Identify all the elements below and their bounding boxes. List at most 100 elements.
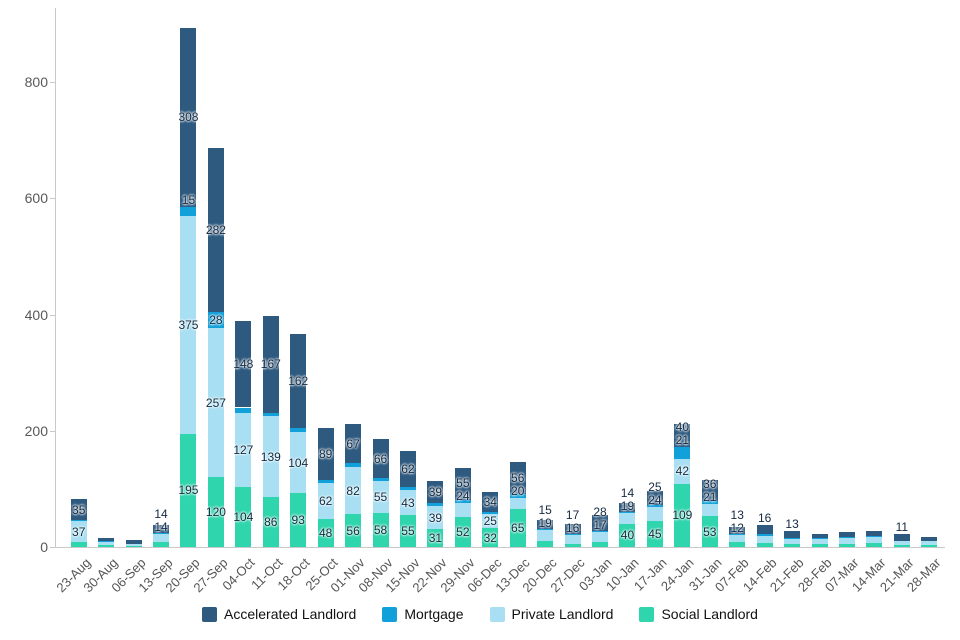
bar-segment[interactable]	[537, 541, 554, 547]
bar-segment[interactable]	[454, 516, 471, 547]
bar-segment[interactable]	[729, 535, 746, 543]
bar-segment[interactable]	[427, 528, 444, 547]
bar-segment[interactable]	[70, 519, 87, 521]
bar-segment[interactable]	[564, 524, 581, 535]
bar-segment[interactable]	[893, 540, 910, 542]
bar-segment[interactable]	[674, 423, 691, 448]
bar-segment[interactable]	[564, 534, 581, 545]
bar-segment[interactable]	[427, 506, 444, 529]
bar-segment[interactable]	[290, 432, 307, 493]
bar-segment[interactable]	[921, 541, 938, 545]
bar-segment[interactable]	[345, 463, 362, 467]
bar-segment[interactable]	[153, 533, 170, 535]
bar-segment[interactable]	[262, 416, 279, 497]
bar-segment[interactable]	[619, 512, 636, 524]
bar-segment[interactable]	[125, 540, 142, 544]
bar-segment[interactable]	[262, 315, 279, 413]
bar-segment[interactable]	[509, 497, 526, 510]
bar-segment[interactable]	[646, 520, 663, 547]
bar-segment[interactable]	[180, 433, 197, 547]
bar-segment[interactable]	[98, 540, 115, 542]
bar-segment[interactable]	[125, 545, 142, 547]
bar-segment[interactable]	[317, 479, 334, 484]
bar-segment[interactable]	[811, 539, 828, 545]
bar-segment[interactable]	[317, 483, 334, 520]
bar-segment[interactable]	[427, 503, 444, 507]
bar-segment[interactable]	[564, 533, 581, 535]
bar-segment[interactable]	[509, 494, 526, 498]
bar-segment[interactable]	[866, 542, 883, 547]
bar-segment[interactable]	[262, 412, 279, 417]
bar-segment[interactable]	[482, 492, 499, 513]
bar-segment[interactable]	[290, 428, 307, 433]
bar-segment[interactable]	[893, 544, 910, 547]
bar-segment[interactable]	[893, 534, 910, 541]
bar-segment[interactable]	[399, 515, 416, 547]
bar-segment[interactable]	[921, 536, 938, 541]
bar-segment[interactable]	[70, 520, 87, 543]
bar-segment[interactable]	[235, 486, 252, 547]
bar-segment[interactable]	[207, 311, 224, 328]
bar-segment[interactable]	[399, 490, 416, 516]
bar-segment[interactable]	[619, 503, 636, 512]
bar-segment[interactable]	[674, 459, 691, 484]
bar-segment[interactable]	[784, 538, 801, 540]
bar-segment[interactable]	[427, 480, 444, 504]
bar-segment[interactable]	[153, 542, 170, 547]
bar-segment[interactable]	[756, 535, 773, 543]
bar-segment[interactable]	[482, 512, 499, 514]
bar-segment[interactable]	[317, 519, 334, 547]
bar-segment[interactable]	[98, 541, 115, 545]
bar-segment[interactable]	[811, 534, 828, 539]
bar-segment[interactable]	[207, 147, 224, 312]
bar-segment[interactable]	[701, 501, 718, 504]
bar-segment[interactable]	[592, 542, 609, 547]
bar-segment[interactable]	[153, 534, 170, 543]
bar-segment[interactable]	[509, 509, 526, 547]
bar-segment[interactable]	[893, 541, 910, 545]
bar-segment[interactable]	[784, 539, 801, 545]
bar-segment[interactable]	[235, 407, 252, 413]
bar-segment[interactable]	[646, 506, 663, 521]
bar-segment[interactable]	[811, 544, 828, 547]
bar-segment[interactable]	[811, 538, 828, 540]
bar-segment[interactable]	[399, 486, 416, 491]
bar-segment[interactable]	[399, 450, 416, 487]
bar-segment[interactable]	[98, 537, 115, 542]
legend-item[interactable]: Social Landlord	[639, 606, 758, 622]
bar-segment[interactable]	[454, 502, 471, 517]
bar-segment[interactable]	[372, 477, 389, 482]
bar-segment[interactable]	[262, 497, 279, 547]
bar-segment[interactable]	[235, 412, 252, 487]
bar-segment[interactable]	[482, 528, 499, 547]
bar-segment[interactable]	[838, 537, 855, 539]
bar-segment[interactable]	[838, 538, 855, 544]
bar-segment[interactable]	[345, 466, 362, 515]
bar-segment[interactable]	[372, 439, 389, 478]
bar-segment[interactable]	[345, 514, 362, 547]
bar-segment[interactable]	[290, 334, 307, 429]
bar-segment[interactable]	[70, 542, 87, 547]
bar-segment[interactable]	[207, 477, 224, 547]
bar-segment[interactable]	[701, 480, 718, 502]
bar-segment[interactable]	[592, 532, 609, 543]
bar-segment[interactable]	[482, 513, 499, 529]
bar-segment[interactable]	[180, 27, 197, 207]
bar-segment[interactable]	[619, 511, 636, 513]
bar-segment[interactable]	[537, 528, 554, 531]
bar-segment[interactable]	[235, 321, 252, 408]
bar-segment[interactable]	[838, 532, 855, 538]
bar-segment[interactable]	[372, 481, 389, 514]
bar-segment[interactable]	[537, 520, 554, 529]
bar-segment[interactable]	[866, 535, 883, 538]
bar-segment[interactable]	[290, 492, 307, 547]
bar-segment[interactable]	[701, 503, 718, 517]
bar-segment[interactable]	[646, 490, 663, 506]
bar-segment[interactable]	[921, 540, 938, 542]
bar-segment[interactable]	[564, 544, 581, 547]
bar-segment[interactable]	[866, 537, 883, 543]
bar-segment[interactable]	[454, 467, 471, 500]
bar-segment[interactable]	[509, 461, 526, 495]
bar-segment[interactable]	[153, 524, 170, 534]
legend-item[interactable]: Mortgage	[382, 606, 464, 622]
